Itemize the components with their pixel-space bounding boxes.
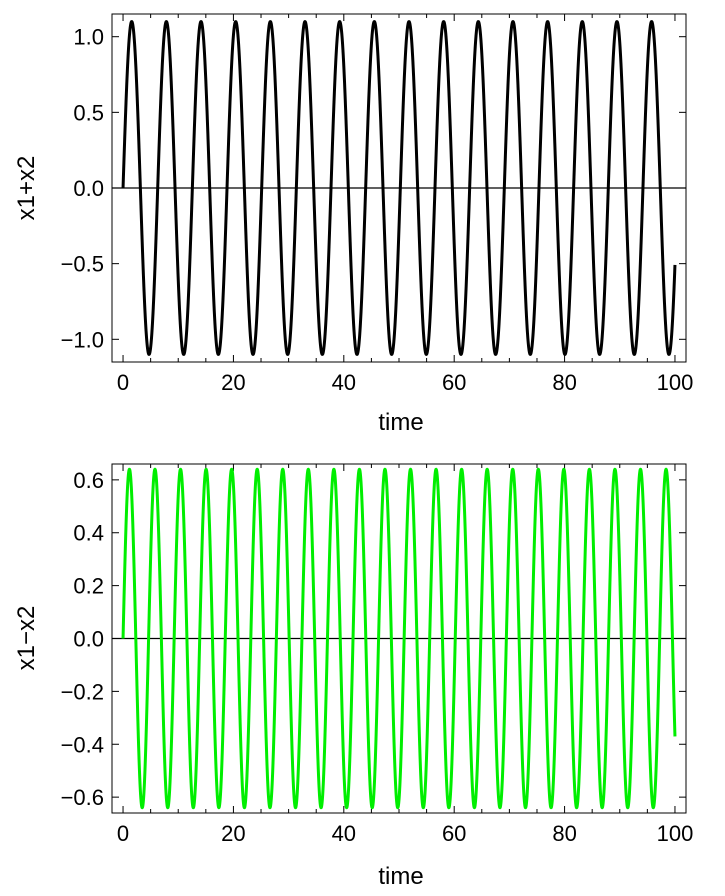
x-tick-label: 60 (442, 821, 466, 846)
y-tick-label: −1.0 (61, 327, 104, 352)
x-tick-label: 0 (117, 821, 129, 846)
y-tick-label: 1.0 (73, 25, 104, 50)
x-tick-label: 40 (332, 370, 356, 395)
y-tick-label: −0.6 (61, 785, 104, 810)
y-tick-label: 0.0 (73, 627, 104, 652)
panel-1: 0 20 40 60 80 100 1.0 0.5 0.0 −0.5 −1.0 time x1+x2 (13, 13, 694, 436)
panel-2: 0 20 40 60 80 100 0.6 0.4 0.2 0.0 −0.2 −0.4 −0.6 time… (13, 463, 694, 890)
y-axis-title: x1+x2 (13, 156, 40, 221)
x-tick-label: 20 (221, 370, 245, 395)
y-tick-label: 0.0 (73, 176, 104, 201)
y-tick-label: 0.2 (73, 574, 104, 599)
y-tick-label: 0.6 (73, 468, 104, 493)
x-tick-label: 60 (442, 370, 466, 395)
x-tick-label: 100 (657, 370, 694, 395)
y-tick-label: −0.4 (61, 732, 104, 757)
y-tick-label: 0.5 (73, 100, 104, 125)
y-tick-label: −0.2 (61, 679, 104, 704)
y-axis-title: x1−x2 (13, 606, 40, 671)
x-tick-label: 0 (117, 370, 129, 395)
x-tick-label: 20 (221, 821, 245, 846)
y-tick-label: −0.5 (61, 252, 104, 277)
x-tick-label: 40 (332, 821, 356, 846)
x-tick-label: 100 (657, 821, 694, 846)
y-tick-label: 0.4 (73, 521, 104, 546)
x-tick-label: 80 (552, 821, 576, 846)
series-line-1 (121, 467, 677, 810)
x-axis-title: time (378, 409, 423, 436)
x-tick-label: 80 (552, 370, 576, 395)
x-axis-title: time (378, 863, 423, 890)
series-line-1 (121, 20, 677, 356)
